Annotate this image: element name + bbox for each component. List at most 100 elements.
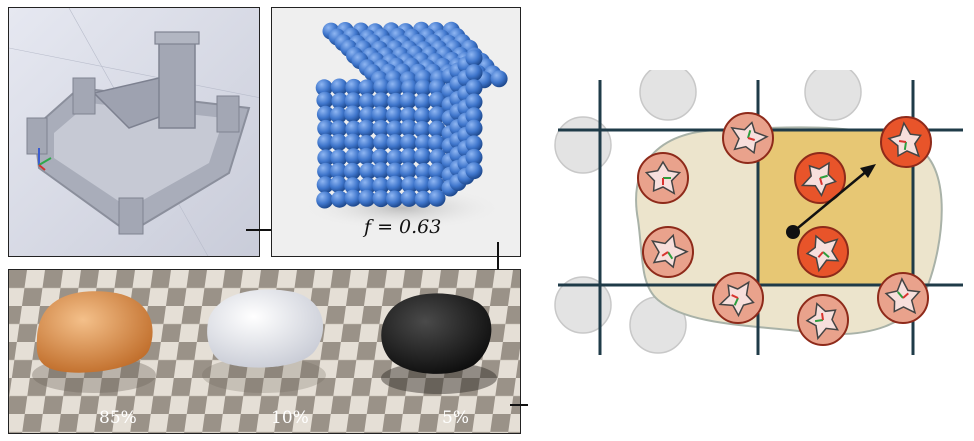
grid-node-dot xyxy=(786,225,800,239)
sphere xyxy=(372,120,390,137)
sphere xyxy=(465,135,483,153)
sphere xyxy=(344,133,362,151)
sphere xyxy=(358,79,376,97)
sphere xyxy=(357,135,375,152)
orange-rock xyxy=(36,291,153,373)
sphere xyxy=(399,162,417,180)
sphere xyxy=(427,176,445,194)
packing-fraction-label: f = 0.63 xyxy=(364,216,442,238)
sphere xyxy=(357,147,375,165)
sphere xyxy=(329,106,347,124)
sphere xyxy=(465,119,483,137)
sphere xyxy=(372,162,390,180)
sphere xyxy=(428,189,446,207)
sphere xyxy=(386,134,404,152)
sphere xyxy=(465,64,483,82)
material-percent-orange: 85% xyxy=(99,408,137,428)
sphere xyxy=(345,148,363,166)
sphere xyxy=(490,70,508,88)
sphere xyxy=(372,190,390,208)
white-rock xyxy=(207,289,324,368)
sphere xyxy=(344,105,362,123)
sphere xyxy=(330,78,348,96)
sphere xyxy=(371,106,389,124)
material-percent-white: 10% xyxy=(271,408,309,428)
sphere xyxy=(373,133,391,151)
sphere xyxy=(330,149,348,167)
particle xyxy=(877,272,929,324)
sphere xyxy=(400,119,418,137)
packing-panel: f = 0.63 xyxy=(271,7,521,257)
sphere xyxy=(400,189,418,207)
sphere xyxy=(386,120,404,138)
sphere xyxy=(316,105,334,123)
sphere xyxy=(317,133,335,151)
particle xyxy=(797,294,849,346)
castle-render-panel xyxy=(8,7,260,257)
sphere xyxy=(465,93,483,111)
arrow-head xyxy=(860,164,876,178)
sphere xyxy=(428,134,445,152)
sphere xyxy=(465,162,483,180)
velocity-arrow xyxy=(792,169,869,233)
sphere xyxy=(371,148,389,166)
sphere xyxy=(344,177,362,195)
castle-illustration xyxy=(9,8,259,256)
sphere xyxy=(316,91,334,109)
particle xyxy=(722,112,774,164)
particle xyxy=(712,272,764,324)
sphere xyxy=(465,107,483,125)
sphere xyxy=(315,79,333,97)
tick-mark xyxy=(510,404,528,406)
sphere xyxy=(329,175,347,193)
sphere xyxy=(400,148,418,166)
particle xyxy=(794,152,846,204)
sphere xyxy=(401,176,419,194)
sphere xyxy=(331,92,349,110)
sphere xyxy=(385,106,403,124)
sphere xyxy=(373,78,391,96)
sphere xyxy=(414,190,432,208)
particle xyxy=(797,226,849,278)
sphere xyxy=(372,92,390,110)
particle-grid-diagram xyxy=(554,70,963,355)
sphere xyxy=(344,92,362,110)
sphere xyxy=(317,119,335,137)
sphere xyxy=(387,92,405,110)
sphere xyxy=(359,106,377,124)
sphere xyxy=(414,176,431,193)
sphere xyxy=(386,162,404,180)
checkerboard-floor xyxy=(9,270,520,433)
sphere xyxy=(358,189,376,207)
sphere xyxy=(316,191,334,209)
sphere xyxy=(345,120,363,138)
sphere xyxy=(359,162,377,180)
materials-panel: 85% 10% 5% xyxy=(8,269,521,434)
sphere xyxy=(415,134,432,152)
sphere xyxy=(414,147,432,165)
sphere xyxy=(344,189,362,207)
sphere xyxy=(359,177,376,195)
particle xyxy=(880,116,932,168)
sphere xyxy=(465,148,483,166)
sphere xyxy=(413,121,431,138)
sphere xyxy=(399,92,417,110)
sphere xyxy=(330,162,348,180)
sphere xyxy=(343,162,361,180)
sphere xyxy=(330,120,348,138)
sphere xyxy=(428,106,446,124)
particle xyxy=(637,152,689,204)
sphere xyxy=(386,190,403,208)
sphere xyxy=(465,79,483,97)
sphere xyxy=(317,149,335,167)
sphere xyxy=(372,177,390,195)
sphere xyxy=(345,78,363,96)
sphere xyxy=(331,190,349,208)
sphere xyxy=(414,93,432,111)
sphere-cube-illustration xyxy=(272,8,520,256)
sphere xyxy=(317,162,335,180)
sphere xyxy=(400,107,417,124)
sphere xyxy=(401,79,419,97)
material-percent-black: 5% xyxy=(442,408,469,428)
sphere xyxy=(465,49,483,67)
